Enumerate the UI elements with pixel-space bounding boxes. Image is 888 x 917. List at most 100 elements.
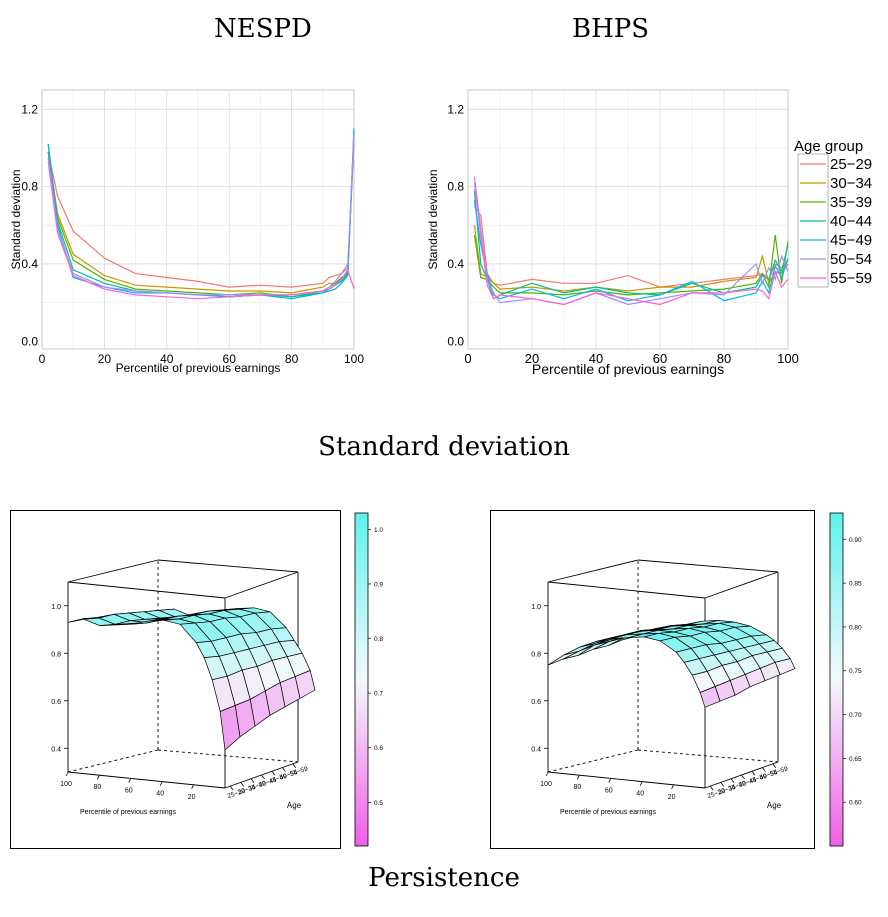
age-axis-label: Age <box>287 801 302 810</box>
box-edge <box>67 581 226 599</box>
z-tick-label: 0.6 <box>531 699 541 706</box>
legend-label: 30−34 <box>830 175 872 192</box>
x-tick <box>671 784 674 789</box>
y-tick-label: 1.2 <box>447 102 464 116</box>
colorbar-tick-label: 0.65 <box>849 756 862 763</box>
z-tick-label: 0.4 <box>51 746 61 753</box>
box-edge <box>157 559 299 573</box>
x-tick-label: 20 <box>525 351 539 366</box>
bhps-sd-chart: 0 20 40 60 80 100 0.0 0.4 0.8 1.2 Percentile of pr… <box>426 89 872 377</box>
box-edge <box>704 571 779 599</box>
legend-label: 55−59 <box>830 270 872 287</box>
x-tick-label: 60 <box>653 351 667 366</box>
y-tick-label: 0.8 <box>21 180 38 194</box>
x-tick <box>65 771 69 777</box>
box-edge <box>224 571 299 599</box>
x-tick-label: 80 <box>285 352 299 366</box>
x-axis-label: Percentile of previous earnings <box>80 809 177 816</box>
x-tick <box>159 781 163 786</box>
colorbar-tick-label: 0.60 <box>849 800 862 807</box>
y-tick-label: 0.8 <box>447 180 464 194</box>
series-line-50-54 <box>47 134 355 296</box>
x-tick-label: 40 <box>156 791 164 798</box>
x-tick-label: 60 <box>223 352 237 366</box>
age-axis-label: Age <box>767 801 782 810</box>
legend-label: 45−49 <box>830 232 872 249</box>
legend-label: 50−54 <box>830 251 872 268</box>
age-tick <box>229 785 234 791</box>
x-tick-label: 60 <box>605 787 613 794</box>
age-tick <box>292 763 297 769</box>
box-edge <box>547 771 706 789</box>
x-tick-label: 80 <box>574 784 582 791</box>
y-tick-label: 0.0 <box>447 334 464 348</box>
legend-label: 35−39 <box>830 194 872 211</box>
surface-cell <box>219 705 241 751</box>
age-tick <box>250 778 255 783</box>
colorbar <box>829 512 844 847</box>
box-edge <box>637 559 779 573</box>
colorbar-tick-label: 0.6 <box>374 745 383 752</box>
z-tick-label: 1.0 <box>531 604 541 611</box>
x-tick-label: 20 <box>188 794 196 801</box>
box-edge <box>547 559 639 583</box>
box-edge <box>67 771 226 789</box>
plot-area <box>41 89 355 350</box>
x-axis-label: Percentile of previous earnings <box>532 361 724 377</box>
y-tick-label: 0.0 <box>21 334 38 348</box>
plot-border <box>467 89 789 350</box>
colorbar <box>354 512 369 847</box>
age-tick <box>720 782 724 787</box>
colorbar-tick-label: 0.70 <box>849 712 862 719</box>
x-tick <box>97 775 100 780</box>
nespd-sd-chart: 0 20 40 60 80 100 0.0 0.4 0.8 1.2 Percentile of pr… <box>9 89 364 375</box>
colorbar-tick-label: 0.9 <box>374 581 383 588</box>
z-tick-label: 0.6 <box>51 699 61 706</box>
series-lines <box>47 128 355 300</box>
surface <box>67 607 316 751</box>
box-edge <box>67 559 159 583</box>
persistence-section-title: Persistence <box>368 863 520 893</box>
x-axis-label: Percentile of previous earnings <box>560 809 657 816</box>
legend-title: Age group <box>794 138 863 155</box>
x-tick-label: 80 <box>94 784 102 791</box>
panel-frame <box>490 510 815 849</box>
colorbar-tick-label: 0.8 <box>374 636 383 643</box>
age-tick <box>240 782 244 787</box>
plot-area <box>467 89 789 350</box>
x-tick-label: 20 <box>668 794 676 801</box>
z-tick-label: 0.8 <box>531 651 541 658</box>
age-tick <box>271 771 276 776</box>
x-tick-label: 100 <box>60 781 72 788</box>
x-tick-label: 40 <box>589 351 603 366</box>
sd-section-title: Standard deviation <box>318 432 570 462</box>
x-tick-label: 40 <box>636 791 644 798</box>
age-tick <box>709 785 714 791</box>
x-tick <box>191 784 194 789</box>
z-tick-label: 0.4 <box>531 746 541 753</box>
series-line-25-29 <box>47 144 355 288</box>
bhps-column-title: BHPS <box>572 14 650 44</box>
age-tick <box>762 767 766 772</box>
bhps-persistence-chart: 0.4 0.6 0.8 1.0 100 80 60 40 20 Percentile of pre… <box>490 510 862 849</box>
colorbar-tick-label: 0.75 <box>849 668 862 675</box>
x-tick-label: 100 <box>344 352 364 366</box>
legend-label: 40−44 <box>830 213 872 230</box>
x-tick <box>545 771 549 777</box>
nespd-persistence-chart: 0.4 0.6 0.8 1.0 100 80 60 40 20 Percentile of pre… <box>10 510 383 849</box>
x-tick-label: 0 <box>39 352 46 366</box>
surface-cell <box>699 686 721 708</box>
x-tick-label: 0 <box>464 351 471 366</box>
y-tick-label: 0.4 <box>21 257 38 271</box>
nespd-column-title: NESPD <box>214 14 312 44</box>
age-tick <box>730 778 735 783</box>
x-tick-label: 20 <box>98 352 112 366</box>
age-tick <box>772 763 777 769</box>
y-axis-label: Standard deviation <box>9 169 23 269</box>
y-axis-label: Standard deviation <box>426 169 440 269</box>
series-line-55-59 <box>473 182 789 306</box>
colorbar-tick-label: 0.7 <box>374 691 383 698</box>
colorbar-tick-label: 0.90 <box>849 537 862 544</box>
x-tick <box>128 778 132 783</box>
